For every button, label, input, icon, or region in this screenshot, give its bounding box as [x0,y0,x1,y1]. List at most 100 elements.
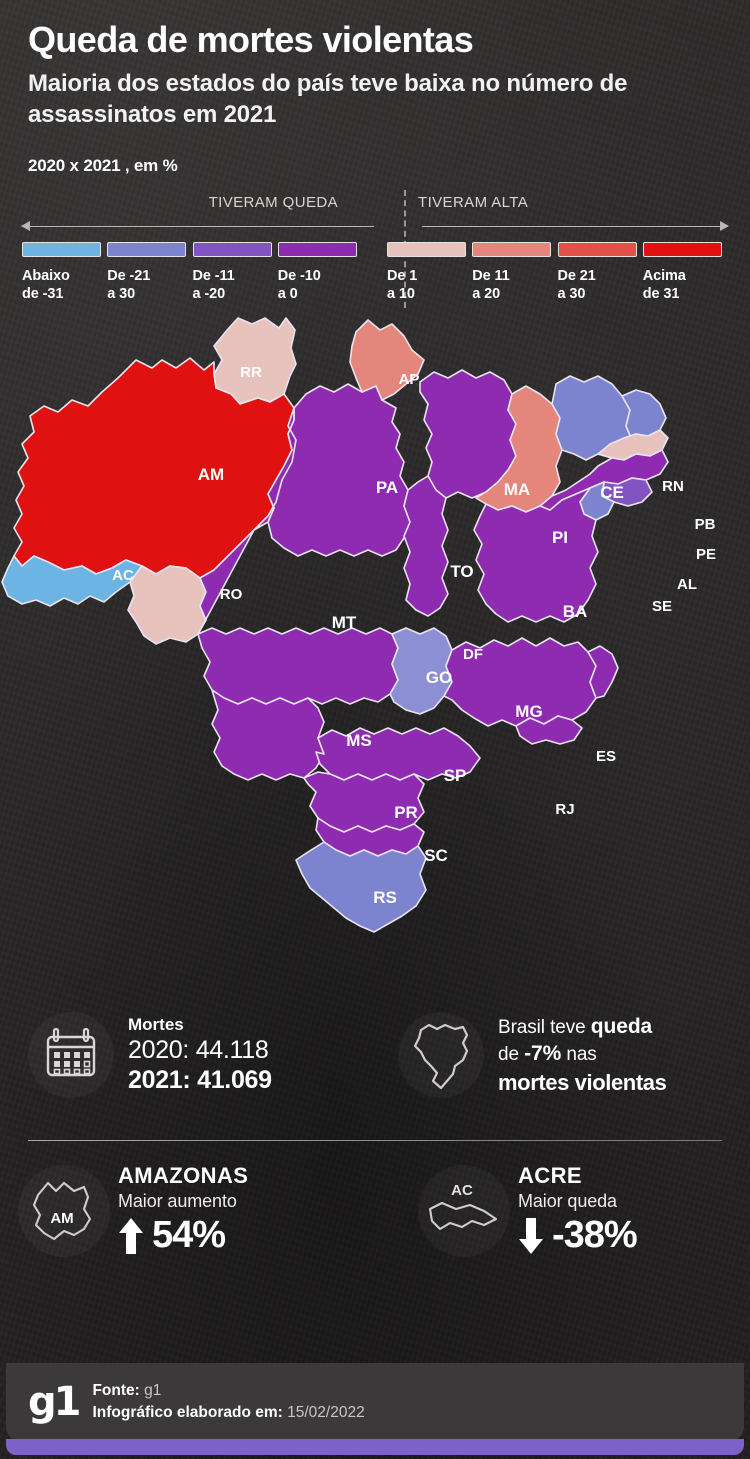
footer-card: g1 Fonte: g1 Infográfico elaborado em: 1… [6,1363,744,1441]
legend-label-2: De -11 a -20 [192,267,235,303]
legend-bin-4[interactable]: De 1 a 10 [387,241,472,304]
header: Queda de mortes violentas Maioria dos es… [0,0,750,176]
state-label-PI: PI [552,528,568,547]
state-shape-AP[interactable] [349,318,425,401]
amazonas-desc: Maior aumento [118,1191,237,1212]
state-label-MS: MS [346,731,372,750]
brazil-change-stat: Brasil teve queda de -7% nas mortes viol… [398,1011,667,1098]
highlight-amazonas: AM AMAZONAS Maior aumento 54% [18,1157,418,1281]
footer-source-label: Fonte: [92,1381,140,1399]
brazil-outline-icon-bubble [398,1011,484,1098]
page-subtitle: Maioria dos estados do país teve baixa n… [28,70,628,128]
legend-swatch-5 [472,241,552,257]
state-shape-RS[interactable] [295,840,427,933]
state-label-PA: PA [376,478,398,497]
brazil-outline-icon [413,1023,469,1089]
unit-note: 2020 x 2021 , em % [28,155,178,175]
state-label-AP: AP [399,371,420,388]
legend-swatch-4 [387,241,466,257]
arrow-up-icon [119,1217,143,1254]
state-label-RJ: RJ [555,801,574,818]
footer: g1 Fonte: g1 Infográfico elaborado em: 1… [0,1347,750,1459]
legend-group-label-down: TIVERAM QUEDA [208,193,338,211]
state-label-AM: AM [198,465,224,484]
brazil-line2-prefix: de [498,1044,525,1066]
brazil-line2-suffix: nas [561,1044,597,1066]
amazonas-body: AMAZONAS Maior aumento 54% [118,1157,248,1257]
deaths-text: Mortes 2020: 44.118 2021: 41.069 [128,1014,272,1096]
state-label-AC: AC [112,567,134,584]
legend-swatch-0 [22,241,101,257]
acre-value: -38% [552,1214,638,1257]
brazil-change-text: Brasil teve queda de -7% nas mortes viol… [498,1013,667,1097]
state-shape-TO[interactable] [403,474,449,617]
acre-icon-code: AC [451,1182,473,1199]
state-label-ES: ES [596,748,616,765]
legend-bin-5[interactable]: De 11 a 20 [472,241,557,304]
state-label-MG: MG [515,702,542,721]
state-shape-GO[interactable] [389,626,453,715]
state-label-TO: TO [450,562,473,581]
state-shape-MT-main[interactable] [197,626,399,705]
highlights-band: AM AMAZONAS Maior aumento 54% AC [0,1141,750,1281]
state-shape-AC[interactable] [1,554,143,607]
legend-bin-0[interactable]: Abaixo de -31 [22,241,107,304]
deaths-2020: 2020: 44.118 [128,1035,269,1064]
state-label-SE: SE [652,598,672,615]
legend-swatch-7 [642,241,722,257]
legend-label-1: De -21 a 30 [107,267,151,303]
state-shape-ES[interactable] [587,644,619,699]
legend-bin-7[interactable]: Acima de 31 [642,241,728,304]
state-shape-MT[interactable] [197,406,297,635]
stats-band: Mortes 2020: 44.118 2021: 41.069 Brasil … [0,1011,750,1132]
legend-label-4: De 1 a 10 [387,267,418,303]
brazil-line1-prefix: Brasil teve [498,1016,591,1038]
acre-state-name: ACRE [518,1163,582,1189]
state-shape-BA[interactable] [473,486,599,623]
legend-group-label-up: TIVERAM ALTA [418,193,529,211]
legend-bin-6[interactable]: De 21 a 30 [557,241,643,304]
amazonas-state-name: AMAZONAS [118,1163,249,1189]
deaths-stat: Mortes 2020: 44.118 2021: 41.069 [28,1011,398,1098]
state-shape-MS[interactable] [211,688,325,781]
state-label-RR: RR [240,364,262,381]
footer-lines: Fonte: g1 Infográfico elaborado em: 15/0… [92,1380,364,1425]
state-shape-RO[interactable] [127,564,207,645]
acre-value-row: -38% [518,1214,638,1257]
calendar-icon [46,1027,96,1076]
footer-accent-bar [6,1439,744,1455]
state-label-RS: RS [373,888,397,907]
legend-swatch-row: Abaixo de -31 De -21 a 30 De -11 a -20 De -… [22,241,728,304]
legend: TIVERAM QUEDA TIVERAM ALTA Abaixo de -31… [21,189,729,312]
state-label-MA: MA [504,480,530,499]
highlight-acre: AC ACRE Maior queda -38% [418,1157,638,1281]
footer-made-label: Infográfico elaborado em: [92,1404,283,1421]
legend-swatch-1 [107,241,187,257]
footer-source-value: g1 [144,1381,162,1399]
state-label-MT: MT [332,613,357,632]
state-label-PR: PR [394,803,418,822]
amazonas-value: 54% [152,1214,226,1257]
state-label-PE: PE [696,546,716,563]
state-label-RO: RO [220,586,243,603]
state-shape-RR[interactable] [213,316,297,405]
legend-label-0: Abaixo de -31 [22,267,70,303]
legend-bin-1[interactable]: De -21 a 30 [107,241,192,304]
legend-bin-3[interactable]: De -10 a 0 [277,241,363,304]
state-label-SC: SC [424,846,448,865]
state-label-BA: BA [563,602,588,621]
legend-label-6: De 21 a 30 [557,267,596,303]
page-title: Queda de mortes violentas [28,19,474,60]
state-shape-MG[interactable] [443,636,597,727]
legend-label-5: De 11 a 20 [472,267,510,303]
amazonas-outline-icon-bubble: AM [18,1165,110,1258]
legend-swatch-6 [557,241,637,257]
state-shape-PR[interactable] [303,770,425,833]
acre-desc: Maior queda [518,1191,617,1212]
legend-bin-2[interactable]: De -11 a -20 [192,241,278,304]
state-shape-RJ[interactable] [515,714,583,745]
legend-swatch-2 [192,241,272,257]
calendar-icon-bubble [28,1011,114,1098]
state-label-PB: PB [695,516,716,533]
